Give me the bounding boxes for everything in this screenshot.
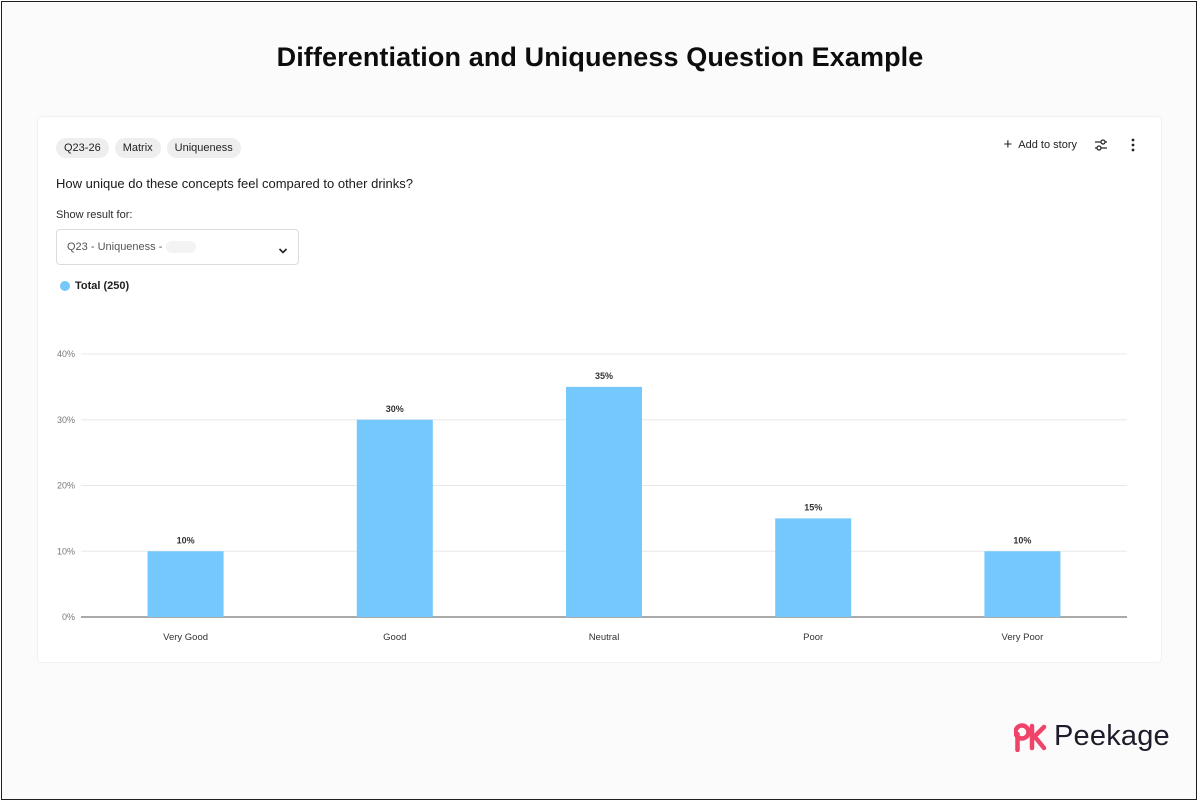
data-label: 10% [1013, 535, 1031, 545]
y-tick-label: 0% [62, 612, 75, 622]
data-label: 35% [595, 371, 613, 381]
chevron-down-icon [278, 242, 288, 260]
select-value: Q23 - Uniqueness - [67, 241, 163, 253]
page-title: Differentiation and Uniqueness Question … [276, 42, 924, 72]
peekage-logo-mark [1014, 722, 1047, 752]
data-label: 10% [177, 535, 195, 545]
bar [356, 419, 433, 617]
tag-type[interactable]: Matrix [114, 138, 161, 158]
x-tick-label: Poor [803, 632, 823, 643]
data-label: 30% [386, 404, 404, 414]
x-tick-label: Neutral [589, 632, 620, 643]
tag-list: Q23-26 Matrix Uniqueness [56, 138, 241, 158]
bar [566, 386, 642, 617]
x-tick-label: Very Good [163, 632, 208, 643]
question-card: Q23-26 Matrix Uniqueness + Add to story … [38, 117, 1161, 662]
data-label: 15% [804, 502, 822, 512]
y-tick-label: 40% [57, 349, 75, 359]
peekage-logo: Peekage [1014, 720, 1170, 753]
bar [984, 551, 1061, 617]
legend-label: Total (250) [75, 280, 130, 292]
chart-legend[interactable]: Total (250) [60, 280, 129, 292]
result-select[interactable]: Q23 - Uniqueness - [56, 229, 299, 265]
y-tick-label: 30% [57, 415, 75, 425]
x-tick-label: Very Poor [1002, 632, 1044, 643]
legend-swatch [60, 281, 70, 291]
bar-chart: 0% 10% 20% 30% 40% 10% Very Good 30% Good 35% Neut… [57, 349, 1127, 643]
tag-category[interactable]: Uniqueness [166, 138, 241, 158]
bar [147, 551, 224, 617]
brand-name: Peekage [1054, 720, 1170, 752]
redacted-text [166, 241, 197, 253]
question-text: How unique do these concepts feel compar… [56, 176, 413, 191]
plus-icon: + [1003, 136, 1013, 153]
more-vertical-icon[interactable] [1125, 137, 1141, 153]
card-toolbar: + Add to story [1004, 137, 1141, 153]
y-tick-label: 10% [57, 546, 75, 556]
y-tick-label: 20% [57, 481, 75, 491]
add-to-story-label: Add to story [1018, 139, 1077, 151]
add-to-story-button[interactable]: + Add to story [1003, 136, 1077, 153]
x-tick-label: Good [383, 632, 406, 643]
tag-question-id[interactable]: Q23-26 [56, 138, 109, 158]
bar [775, 518, 852, 617]
show-result-label: Show result for: [56, 209, 133, 221]
sliders-icon[interactable] [1093, 137, 1109, 153]
